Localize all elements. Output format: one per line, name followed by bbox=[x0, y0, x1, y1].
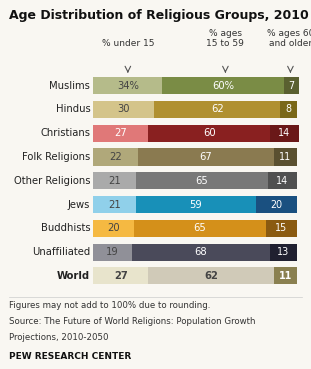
Text: Jews: Jews bbox=[68, 200, 90, 210]
Text: 59: 59 bbox=[190, 200, 202, 210]
Bar bbox=[268, 172, 296, 189]
Text: Christians: Christians bbox=[40, 128, 90, 138]
Text: Age Distribution of Religious Groups, 2010: Age Distribution of Religious Groups, 20… bbox=[9, 9, 309, 22]
Bar bbox=[93, 77, 162, 94]
Text: 7: 7 bbox=[288, 81, 295, 91]
Text: 14: 14 bbox=[276, 176, 288, 186]
Text: Muslims: Muslims bbox=[49, 81, 90, 91]
Text: 15: 15 bbox=[275, 223, 287, 233]
Bar bbox=[284, 77, 299, 94]
Bar bbox=[274, 148, 296, 166]
Bar bbox=[270, 125, 299, 142]
Text: 67: 67 bbox=[200, 152, 212, 162]
Text: % under 15: % under 15 bbox=[102, 39, 154, 48]
Text: 68: 68 bbox=[195, 247, 207, 257]
Text: PEW RESEARCH CENTER: PEW RESEARCH CENTER bbox=[9, 352, 132, 361]
Text: % ages 60
and older: % ages 60 and older bbox=[267, 28, 311, 48]
Bar bbox=[138, 148, 274, 166]
Text: 20: 20 bbox=[107, 223, 120, 233]
Text: 11: 11 bbox=[279, 152, 291, 162]
Text: Hindus: Hindus bbox=[55, 104, 90, 114]
Text: Figures may not add to 100% due to rounding.: Figures may not add to 100% due to round… bbox=[9, 301, 211, 310]
Bar bbox=[270, 244, 296, 261]
Text: 65: 65 bbox=[194, 223, 207, 233]
Text: 27: 27 bbox=[114, 271, 128, 281]
Bar bbox=[148, 125, 270, 142]
Bar bbox=[93, 244, 132, 261]
Bar bbox=[256, 196, 296, 213]
Text: 20: 20 bbox=[270, 200, 282, 210]
Bar bbox=[93, 101, 154, 118]
Text: Projections, 2010-2050: Projections, 2010-2050 bbox=[9, 333, 109, 342]
Text: % ages
15 to 59: % ages 15 to 59 bbox=[207, 28, 244, 48]
Text: 34%: 34% bbox=[117, 81, 139, 91]
Text: Buddhists: Buddhists bbox=[41, 223, 90, 233]
Text: 22: 22 bbox=[109, 152, 122, 162]
Bar bbox=[93, 196, 136, 213]
Text: 21: 21 bbox=[108, 176, 121, 186]
Bar bbox=[280, 101, 296, 118]
Bar bbox=[154, 101, 280, 118]
Bar bbox=[93, 172, 136, 189]
Text: 62: 62 bbox=[211, 104, 224, 114]
Bar bbox=[93, 220, 134, 237]
Text: 21: 21 bbox=[108, 200, 121, 210]
Text: 65: 65 bbox=[196, 176, 208, 186]
Bar bbox=[266, 220, 296, 237]
Text: 19: 19 bbox=[106, 247, 119, 257]
Bar bbox=[132, 244, 270, 261]
Bar bbox=[136, 196, 256, 213]
Text: World: World bbox=[57, 271, 90, 281]
Text: Folk Religions: Folk Religions bbox=[22, 152, 90, 162]
Text: 62: 62 bbox=[204, 271, 218, 281]
Bar bbox=[134, 220, 266, 237]
Text: Unaffiliated: Unaffiliated bbox=[32, 247, 90, 257]
Text: 60%: 60% bbox=[212, 81, 234, 91]
Text: 27: 27 bbox=[114, 128, 127, 138]
Bar bbox=[93, 148, 138, 166]
Bar bbox=[148, 268, 274, 284]
Text: 60: 60 bbox=[203, 128, 216, 138]
Bar bbox=[93, 268, 148, 284]
Bar bbox=[93, 125, 148, 142]
Text: Other Religions: Other Religions bbox=[14, 176, 90, 186]
Text: 13: 13 bbox=[277, 247, 290, 257]
Text: 14: 14 bbox=[278, 128, 290, 138]
Bar bbox=[136, 172, 268, 189]
Text: 8: 8 bbox=[285, 104, 291, 114]
Text: 30: 30 bbox=[118, 104, 130, 114]
Bar bbox=[162, 77, 284, 94]
Bar bbox=[274, 268, 296, 284]
Text: Source: The Future of World Religions: Population Growth: Source: The Future of World Religions: P… bbox=[9, 317, 256, 326]
Text: 11: 11 bbox=[279, 271, 292, 281]
